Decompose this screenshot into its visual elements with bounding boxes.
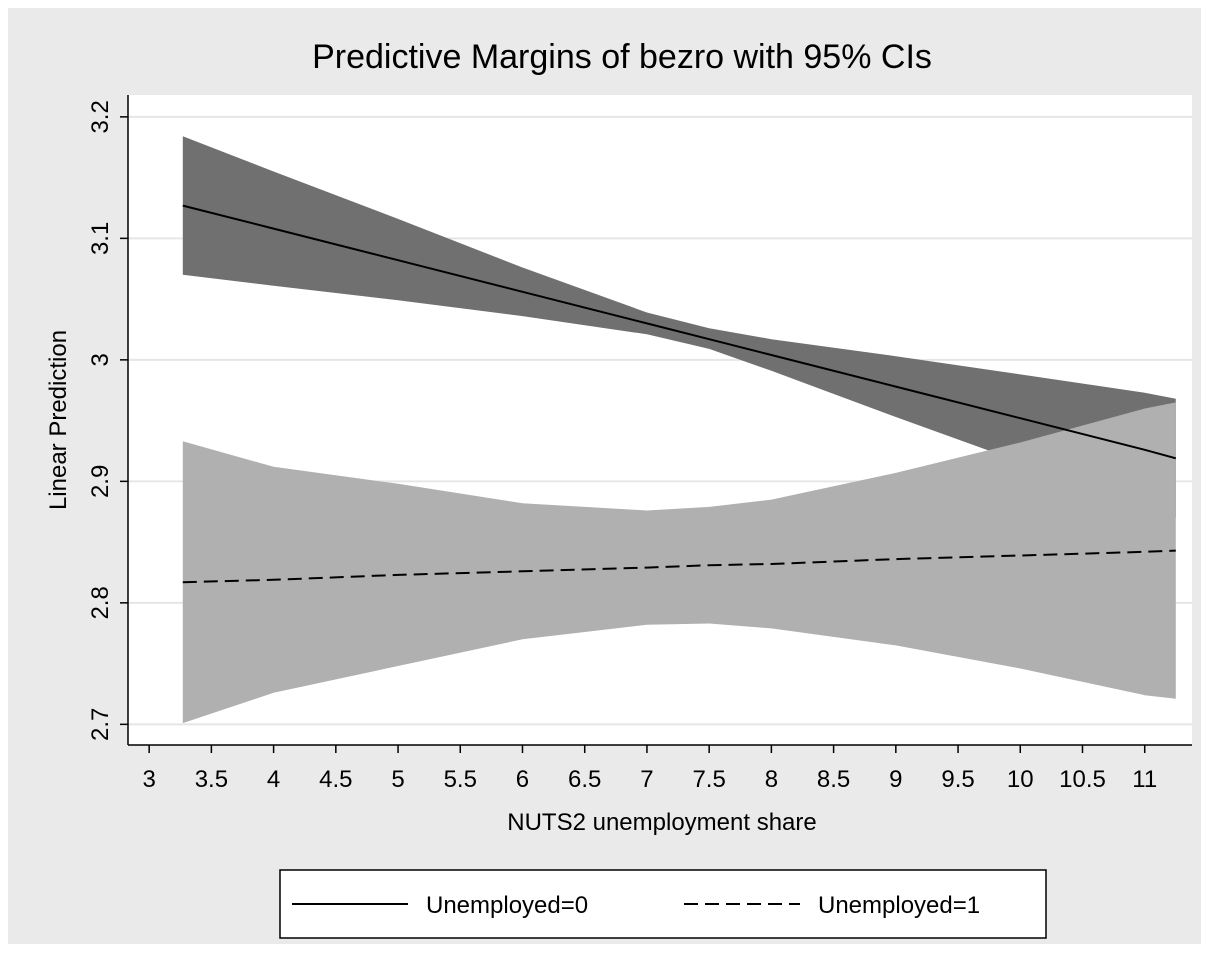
y-tick-label: 3 <box>87 353 114 366</box>
x-tick-label: 7 <box>640 766 653 793</box>
chart-title: Predictive Margins of bezro with 95% CIs <box>312 38 932 76</box>
y-axis-label: Linear Prediction <box>45 330 72 510</box>
x-tick-label: 9.5 <box>941 766 974 793</box>
x-tick-label: 5 <box>391 766 404 793</box>
series-line <box>182 549 1176 584</box>
legend-label: Unemployed=0 <box>426 892 588 919</box>
x-tick-label: 5.5 <box>444 766 477 793</box>
x-tick-label: 9 <box>889 766 902 793</box>
x-axis-label: NUTS2 unemployment share <box>507 809 816 836</box>
x-tick-label: 8 <box>765 766 778 793</box>
ci-band <box>182 136 1176 518</box>
y-tick-label: 3.2 <box>87 100 114 133</box>
x-tick-label: 7.5 <box>692 766 725 793</box>
y-tick-label: 3.1 <box>87 222 114 255</box>
x-tick-label: 4.5 <box>319 766 352 793</box>
x-tick-label: 4 <box>267 766 280 793</box>
x-tick-label: 3.5 <box>195 766 228 793</box>
y-tick-label: 2.9 <box>87 465 114 498</box>
x-tick-label: 6 <box>516 766 529 793</box>
x-tick-label: 3 <box>142 766 155 793</box>
legend-label: Unemployed=1 <box>818 892 980 919</box>
x-tick-label: 10 <box>1007 766 1034 793</box>
series-line <box>182 204 1177 460</box>
y-tick-label: 2.8 <box>87 586 114 619</box>
x-tick-label: 10.5 <box>1059 766 1106 793</box>
x-tick-label: 8.5 <box>817 766 850 793</box>
x-tick-label: 11 <box>1132 766 1157 793</box>
y-tick-label: 2.7 <box>87 708 114 741</box>
ci-band <box>182 402 1176 724</box>
x-tick-label: 6.5 <box>568 766 601 793</box>
